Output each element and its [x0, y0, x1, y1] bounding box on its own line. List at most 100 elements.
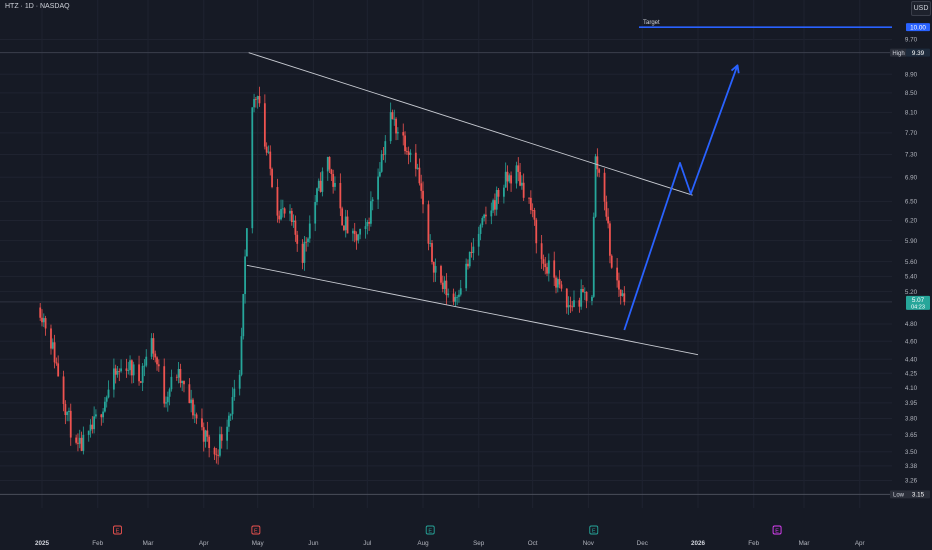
candle-body	[352, 230, 354, 234]
candle-body	[339, 182, 342, 209]
earnings-marker[interactable]: E	[425, 525, 435, 535]
candle-body	[175, 376, 178, 378]
candle	[492, 198, 495, 214]
candle-body	[443, 280, 446, 289]
candle-body	[441, 282, 444, 289]
price-scale[interactable]	[892, 0, 932, 508]
price-tick-label: 3.80	[905, 416, 918, 423]
candle-body	[520, 182, 523, 186]
earnings-marker[interactable]: E	[113, 525, 122, 535]
candle	[64, 400, 67, 425]
candle-body	[445, 280, 448, 296]
candle-body	[177, 368, 180, 378]
candle-body	[571, 306, 574, 308]
candle-body	[41, 317, 43, 323]
candle	[391, 109, 394, 120]
candle-body	[253, 99, 255, 108]
candle	[50, 324, 52, 355]
candle	[154, 350, 157, 363]
grid	[0, 0, 892, 526]
candle-body	[89, 424, 92, 431]
candle	[39, 303, 42, 321]
candle-body	[317, 180, 320, 189]
candle-body	[269, 151, 272, 169]
candle	[316, 187, 318, 206]
candle	[328, 156, 331, 173]
candle-body	[494, 200, 496, 210]
drawings[interactable]	[246, 52, 740, 356]
candle-body	[267, 151, 270, 153]
candle	[445, 273, 448, 305]
time-axis[interactable]	[0, 508, 932, 550]
time-tick-label: Oct	[528, 540, 538, 547]
candle	[553, 251, 556, 287]
candle-body	[114, 368, 117, 375]
candle	[165, 396, 167, 408]
candle	[573, 290, 575, 308]
candle-body	[226, 426, 229, 441]
earnings-marker[interactable]: E	[772, 525, 782, 535]
candle-body	[583, 291, 586, 293]
candle	[193, 404, 196, 424]
high-tag-text: High	[892, 51, 904, 57]
candle-body	[116, 370, 119, 375]
candle	[458, 289, 460, 303]
earnings-marker[interactable]: E	[251, 525, 261, 535]
candle	[418, 158, 421, 186]
channel-lower-line[interactable]	[246, 264, 699, 356]
candle	[578, 297, 581, 313]
candle-body	[610, 255, 613, 268]
candle-body	[404, 135, 406, 152]
candle-body	[181, 380, 184, 384]
price-tick-label: 3.26	[905, 478, 918, 485]
candle	[192, 397, 194, 420]
candle-body	[229, 414, 232, 416]
candle	[190, 389, 193, 413]
candle	[339, 173, 342, 217]
candle	[495, 186, 498, 216]
candle-body	[77, 442, 79, 444]
candle	[145, 349, 148, 368]
candle-body	[519, 171, 521, 186]
candle	[441, 275, 444, 293]
candle-body	[506, 171, 509, 182]
candle	[359, 228, 362, 240]
candle-body	[328, 156, 331, 170]
candle	[468, 251, 471, 269]
candle	[231, 387, 234, 420]
candle-body	[368, 221, 371, 224]
candle-body	[254, 99, 257, 100]
candle-body	[343, 225, 345, 231]
earnings-marker-letter: E	[254, 529, 258, 535]
candle-body	[522, 182, 525, 198]
candle-body	[594, 156, 597, 217]
candle-body	[465, 263, 468, 289]
candle-body	[294, 220, 297, 235]
channel-upper-line[interactable]	[248, 52, 693, 196]
candle-body	[112, 368, 115, 390]
earnings-marker-box	[113, 525, 122, 535]
candle-body	[371, 199, 374, 202]
currency-button[interactable]: USD	[911, 1, 931, 16]
earnings-marker[interactable]: E	[589, 525, 599, 535]
candle-body	[204, 430, 207, 442]
candle	[44, 315, 47, 336]
candle	[547, 253, 550, 282]
candle-body	[556, 279, 559, 288]
candle	[82, 426, 85, 455]
candle-body	[495, 189, 498, 210]
candle	[346, 210, 349, 234]
candle	[416, 163, 419, 170]
projection-path[interactable]	[623, 64, 739, 331]
candle	[519, 163, 521, 187]
candle	[152, 333, 155, 360]
candle	[201, 408, 203, 431]
candle	[163, 358, 166, 408]
price-tick-label: 8.90	[905, 72, 918, 79]
candle-body	[91, 424, 94, 430]
candle	[57, 355, 60, 377]
candle-body	[127, 370, 130, 371]
candle	[303, 236, 306, 271]
